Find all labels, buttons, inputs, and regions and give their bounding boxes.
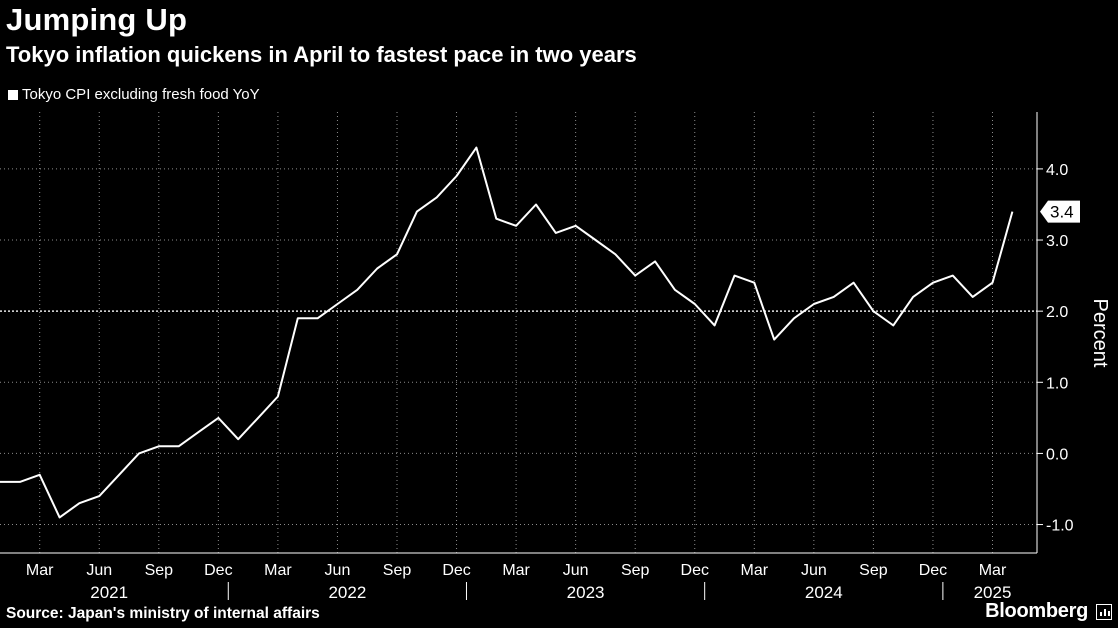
- x-tick-label: Dec: [919, 562, 947, 579]
- axis-layer: [0, 112, 1043, 600]
- year-label: 2025: [974, 583, 1012, 602]
- source-note: Source: Japan's ministry of internal aff…: [6, 605, 320, 622]
- x-tick-label: Jun: [325, 562, 351, 579]
- y-tick-label: 1.0: [1046, 375, 1068, 392]
- y-tick-label: 2.0: [1046, 304, 1068, 321]
- legend-swatch: [8, 89, 18, 100]
- y-tick-label: 3.0: [1046, 233, 1068, 250]
- x-tick-label: Jun: [563, 562, 589, 579]
- x-tick-label: Jun: [86, 562, 112, 579]
- last-value-box: [1040, 200, 1080, 223]
- x-tick-label: Sep: [621, 562, 650, 579]
- x-tick-label: Mar: [502, 562, 530, 579]
- x-tick-label: Sep: [859, 562, 888, 579]
- year-label: 2022: [328, 583, 366, 602]
- grid-layer: [0, 112, 1037, 553]
- y-tick-label: 0.0: [1046, 446, 1068, 463]
- brand-logo: Bloomberg: [985, 600, 1088, 622]
- label-layer: Mar Jun Sep Dec Mar Jun Sep Dec Mar Jun Sep Dec Mar J…: [26, 162, 1111, 602]
- x-tick-label: Dec: [681, 562, 709, 579]
- chart-subtitle: Tokyo inflation quickens in April to fas…: [6, 42, 637, 67]
- year-label: 2023: [567, 583, 605, 602]
- last-value-label: 3.4: [1050, 203, 1074, 222]
- x-tick-label: Sep: [145, 562, 174, 579]
- y-tick-label: -1.0: [1046, 518, 1074, 535]
- x-tick-label: Mar: [979, 562, 1007, 579]
- x-tick-label: Sep: [383, 562, 412, 579]
- x-tick-label: Dec: [442, 562, 470, 579]
- x-tick-label: Dec: [204, 562, 232, 579]
- y-axis-title: Percent: [1089, 299, 1111, 368]
- chart-title: Jumping Up: [6, 2, 188, 37]
- bloomberg-chart-icon: [1096, 604, 1112, 620]
- year-label: 2021: [90, 583, 128, 602]
- legend-label: Tokyo CPI excluding fresh food YoY: [22, 86, 260, 103]
- series-layer: [0, 146, 1014, 519]
- x-tick-label: Mar: [264, 562, 292, 579]
- year-label: 2024: [805, 583, 843, 602]
- x-tick-label: Jun: [801, 562, 827, 579]
- x-tick-label: Mar: [741, 562, 769, 579]
- y-tick-label: 4.0: [1046, 162, 1068, 179]
- x-tick-label: Mar: [26, 562, 54, 579]
- legend: Tokyo CPI excluding fresh food YoY: [8, 86, 260, 103]
- last-value-callout: 3.4: [1040, 200, 1080, 223]
- series-line-tokyo-cpi: [0, 146, 1014, 519]
